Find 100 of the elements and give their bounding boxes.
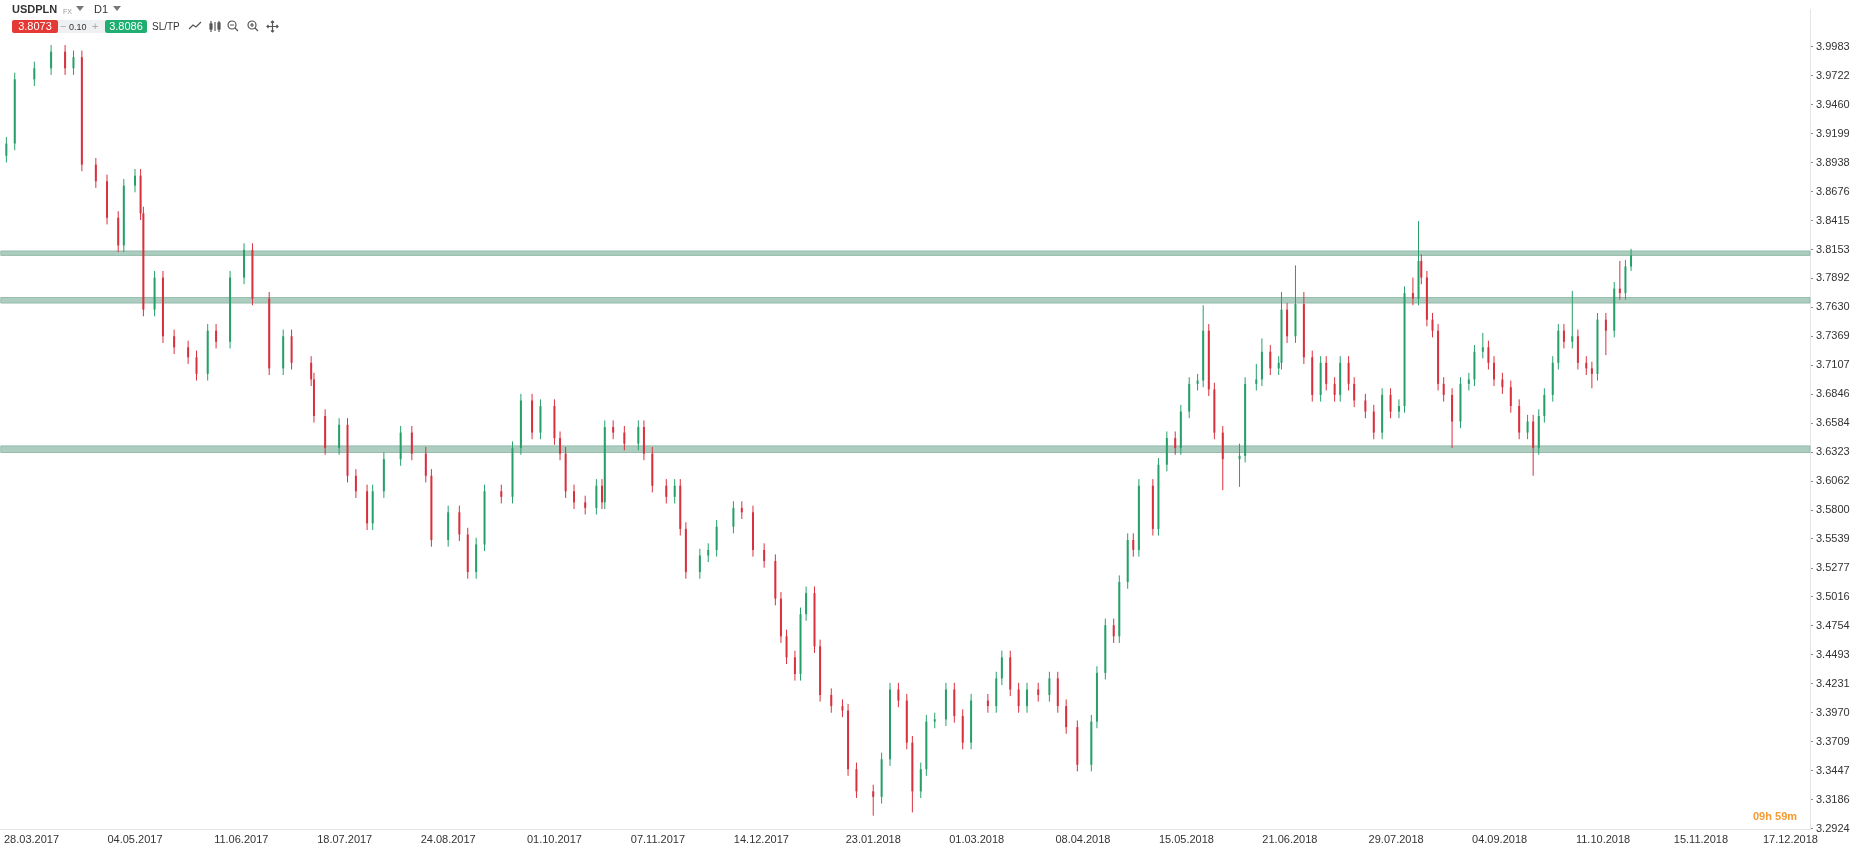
x-tick-label: 04.09.2018 — [1472, 832, 1528, 845]
x-tick-label: 07.11.2017 — [630, 832, 686, 845]
y-tick-label: 3.4231 — [1816, 676, 1850, 689]
y-tick-label: 3.4493 — [1816, 647, 1850, 660]
y-tick-label: 3.9722 — [1816, 68, 1850, 81]
annotation: 0.10 — [69, 21, 87, 34]
candlestick — [763, 542, 766, 569]
candlestick — [732, 500, 735, 534]
candlestick — [715, 519, 718, 558]
candlestick — [1364, 393, 1367, 419]
candlestick — [1411, 277, 1414, 306]
candlestick — [623, 425, 626, 451]
candlestick — [1347, 355, 1350, 392]
x-tick-label: 11.06.2017 — [214, 832, 269, 845]
candlestick — [855, 762, 858, 799]
y-tick-label: 3.7630 — [1816, 300, 1850, 313]
candlestick — [1112, 618, 1115, 644]
x-tick-label: 18.07.2017 — [317, 832, 373, 845]
candlestick — [1026, 682, 1029, 714]
annotation: SL/TP — [152, 20, 180, 33]
candlestick — [1397, 398, 1400, 419]
y-tick-label: 3.3447 — [1816, 763, 1850, 776]
y-tick-label: 3.9460 — [1816, 97, 1850, 110]
x-tick-label: 24.08.2017 — [420, 832, 476, 845]
candlestick — [600, 478, 603, 510]
y-tick-label: 3.5539 — [1816, 532, 1850, 545]
candlestick — [751, 505, 754, 558]
x-tick-label: 01.10.2017 — [526, 832, 582, 845]
candlestick — [1526, 414, 1529, 440]
candlestick — [72, 50, 75, 76]
x-tick-label: 14.12.2017 — [733, 832, 789, 845]
candlestick — [707, 542, 710, 563]
candlestick — [584, 495, 587, 516]
candlestick — [595, 478, 598, 516]
annotation: 09h 59m — [1753, 810, 1798, 823]
candlestick — [573, 484, 576, 510]
candlestick — [1487, 340, 1490, 370]
candlestick — [1481, 332, 1484, 359]
candlestick — [1590, 361, 1593, 389]
candlestick — [94, 157, 97, 189]
y-tick-label: 3.6062 — [1816, 474, 1850, 487]
candlestick — [1333, 376, 1336, 403]
annotation: 3.8086 — [105, 20, 147, 33]
y-tick-label: 3.7369 — [1816, 329, 1850, 342]
y-tick-label: 3.8938 — [1816, 155, 1850, 168]
candlestick — [1000, 650, 1003, 686]
candlestick — [612, 419, 615, 440]
x-tick-label: 17.12.2018 — [1762, 832, 1818, 845]
candlestick — [1442, 376, 1445, 403]
y-tick-label: 3.9983 — [1816, 39, 1850, 52]
y-tick-label: 3.8676 — [1816, 184, 1850, 197]
x-tick-label: 15.11.2018 — [1673, 832, 1729, 845]
candlestick — [1048, 671, 1051, 703]
candlestick — [1065, 698, 1068, 735]
candlestick — [1571, 290, 1574, 349]
candlestick — [1630, 248, 1633, 272]
y-tick-label: 3.4754 — [1816, 618, 1850, 631]
candlestick — [1353, 376, 1356, 408]
candlestick — [1017, 682, 1020, 714]
candlestick — [50, 44, 53, 76]
candlestick — [637, 419, 640, 451]
candlestick — [424, 446, 427, 483]
x-tick-label: 29.07.2018 — [1368, 832, 1424, 845]
candlestick — [1509, 380, 1512, 414]
candlestick — [1037, 682, 1040, 703]
candlestick — [1585, 355, 1588, 376]
y-tick-label: 3.5016 — [1816, 589, 1850, 602]
candlestick — [897, 682, 900, 708]
x-tick-label: 11.10.2018 — [1575, 832, 1631, 845]
candlestick — [673, 478, 676, 504]
candlestick — [1543, 387, 1546, 424]
y-tick-label: 3.5277 — [1816, 561, 1850, 574]
annotation: 3.8073 — [12, 20, 58, 33]
candlestick — [1372, 404, 1375, 440]
candlestick — [133, 168, 136, 193]
y-tick-label: 3.2924 — [1816, 821, 1850, 834]
candlestick — [5, 136, 8, 163]
candlestick — [785, 629, 788, 665]
chart-title: USDPLN — [12, 3, 58, 16]
candlestick — [919, 762, 922, 799]
candlestick — [698, 548, 701, 580]
y-tick-label: 3.6323 — [1816, 445, 1850, 458]
candlestick — [793, 650, 796, 682]
candlestick — [1431, 312, 1434, 338]
x-tick-label: 28.03.2017 — [4, 832, 60, 845]
x-tick-label: 15.05.2018 — [1158, 832, 1214, 845]
candlestick — [1389, 387, 1392, 419]
y-tick-label: 3.6846 — [1816, 387, 1850, 400]
candlestick — [889, 682, 891, 767]
annotation: D1 — [94, 3, 109, 16]
x-tick-label: 01.03.2018 — [949, 832, 1005, 845]
candlestick — [1174, 430, 1177, 456]
candlestick — [33, 61, 36, 87]
y-tick-label: 3.9199 — [1816, 126, 1850, 139]
y-tick-label: 3.5800 — [1816, 503, 1850, 516]
candlestick — [805, 586, 808, 622]
y-tick-label: 3.3186 — [1816, 792, 1850, 805]
candlestick — [559, 430, 562, 461]
y-tick-label: 3.7107 — [1816, 358, 1850, 371]
y-tick-label: 3.6584 — [1816, 416, 1850, 429]
